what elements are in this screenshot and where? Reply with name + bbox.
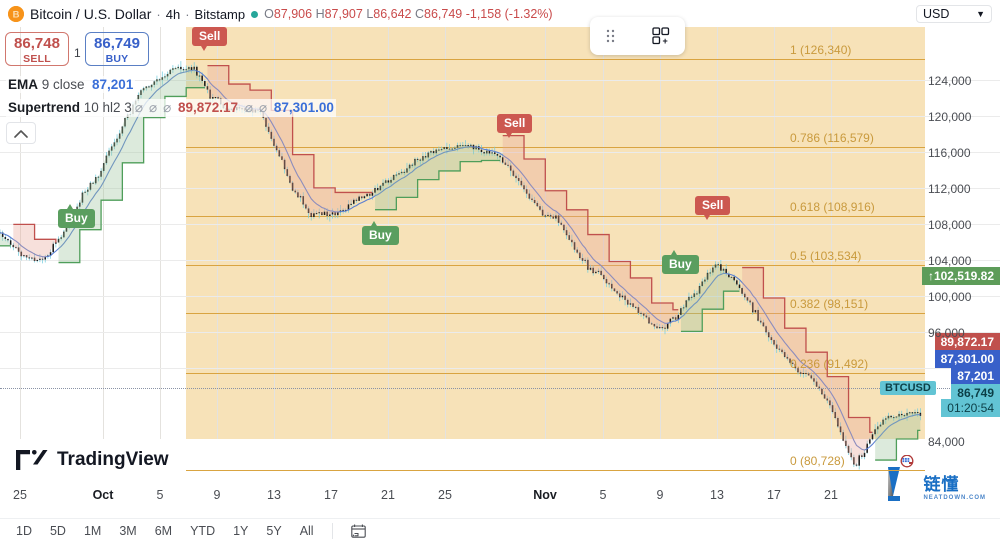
svg-text:+: + xyxy=(662,36,667,45)
svg-text:B: B xyxy=(13,9,20,20)
